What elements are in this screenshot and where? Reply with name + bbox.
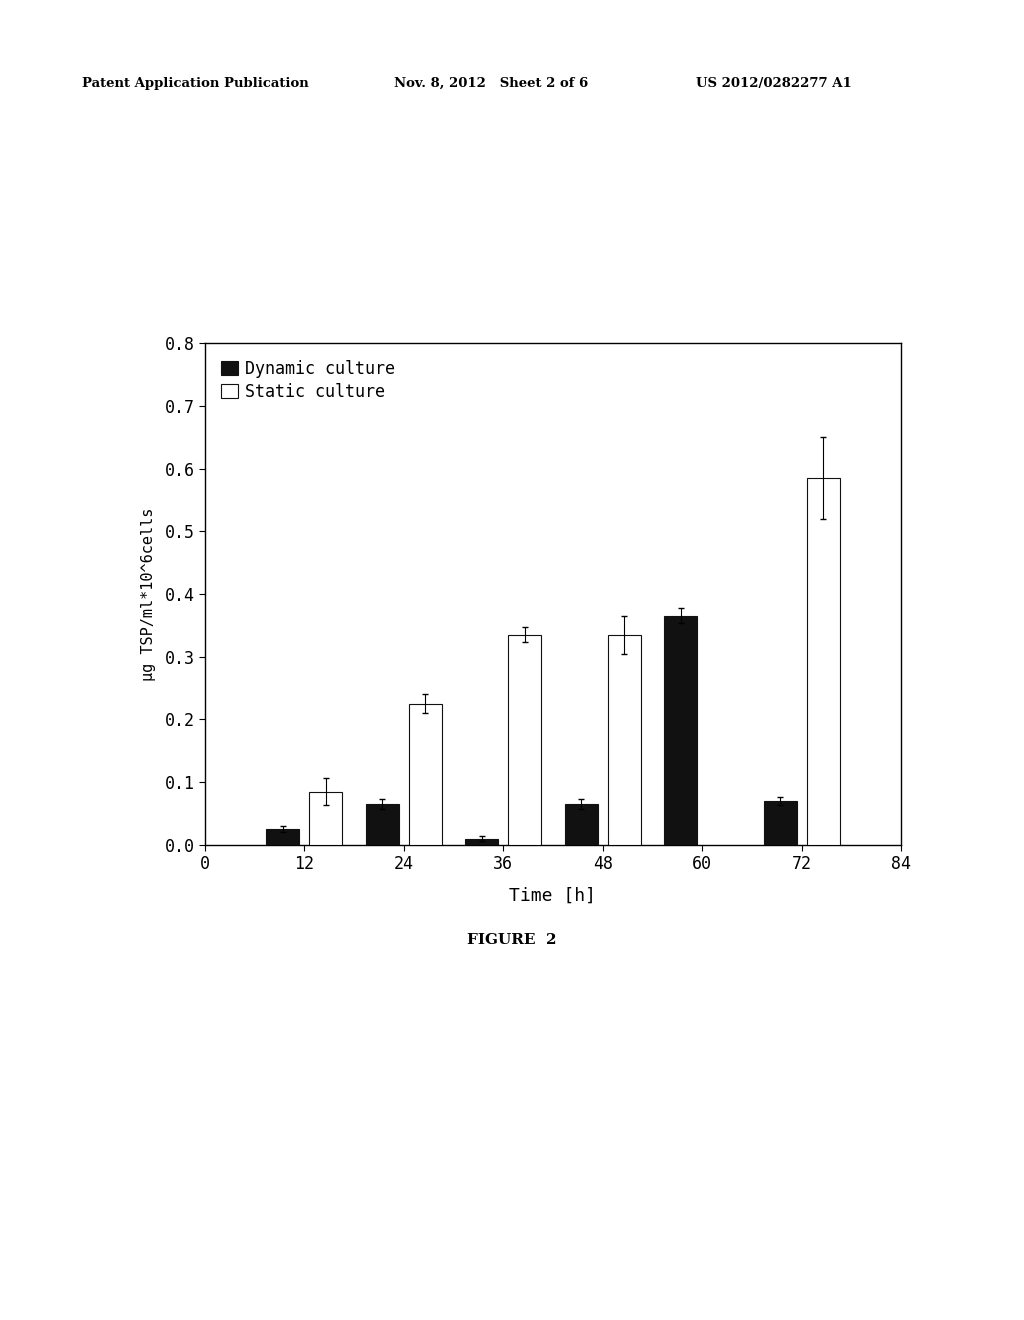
Text: Patent Application Publication: Patent Application Publication [82, 77, 308, 90]
Text: Nov. 8, 2012   Sheet 2 of 6: Nov. 8, 2012 Sheet 2 of 6 [394, 77, 589, 90]
Y-axis label: μg TSP/ml*10^6cells: μg TSP/ml*10^6cells [141, 507, 156, 681]
Bar [309, 792, 342, 845]
Bar [366, 804, 398, 845]
Bar [564, 804, 598, 845]
Bar [465, 838, 499, 845]
Bar [807, 478, 840, 845]
Bar [607, 635, 641, 845]
Legend: Dynamic culture, Static culture: Dynamic culture, Static culture [215, 354, 401, 408]
X-axis label: Time [h]: Time [h] [510, 887, 596, 906]
Bar [764, 801, 797, 845]
Bar [266, 829, 299, 845]
Text: FIGURE  2: FIGURE 2 [467, 933, 557, 946]
Bar [508, 635, 542, 845]
Bar [664, 616, 697, 845]
Text: US 2012/0282277 A1: US 2012/0282277 A1 [696, 77, 852, 90]
Bar [409, 704, 442, 845]
